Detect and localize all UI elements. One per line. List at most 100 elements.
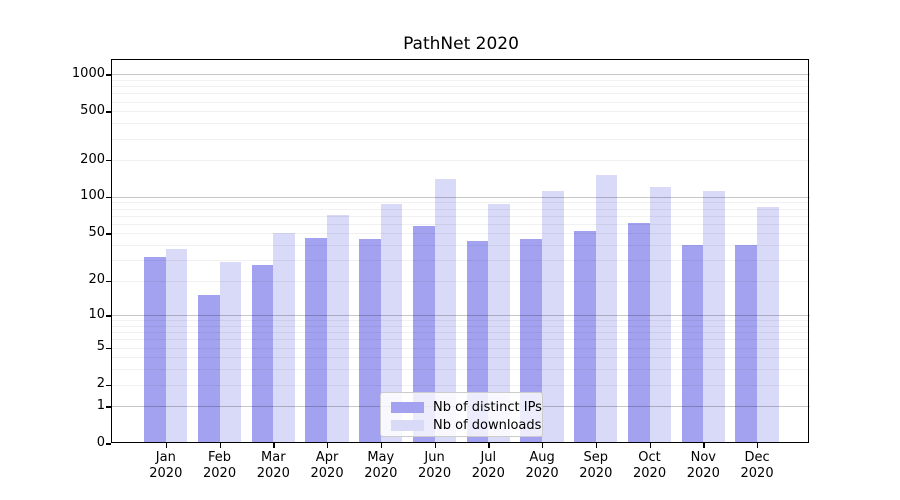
y-tick-1000: [106, 74, 111, 76]
gridline-minor-700: [112, 93, 810, 95]
y-tick-5: [106, 347, 111, 349]
bar-distinct-ips-nov: [681, 244, 704, 444]
gridline-minor-8: [112, 325, 810, 327]
y-tick-label-10: 10: [88, 306, 105, 322]
y-tick-label-1: 1: [96, 397, 105, 413]
x-tick-label-mar: Mar 2020: [256, 450, 290, 482]
y-tick-label-5: 5: [96, 339, 105, 355]
bar-downloads-sep: [595, 175, 618, 444]
x-tick-apr: [327, 443, 329, 449]
gridline-minor-30: [112, 259, 810, 261]
bar-downloads-jul: [488, 204, 510, 444]
y-tick-label-50: 50: [88, 224, 105, 240]
y-tick-10: [106, 315, 111, 317]
x-tick-feb: [219, 443, 221, 449]
y-tick-200: [106, 160, 111, 162]
y-tick-2: [106, 384, 111, 386]
bar-distinct-ips-apr: [305, 237, 328, 444]
bar-distinct-ips-jun: [412, 226, 435, 444]
bar-distinct-ips-oct: [627, 222, 650, 444]
x-tick-jul: [488, 443, 490, 449]
gridline-major-10: [112, 315, 810, 317]
x-tick-label-oct: Oct 2020: [633, 450, 667, 482]
gridline-minor-40: [112, 244, 810, 246]
y-tick-20: [106, 280, 111, 283]
legend-entry-distinct-ips: Nb of distinct IPs: [391, 399, 542, 416]
bar-distinct-ips-sep: [574, 231, 596, 444]
gridline-minor-3: [112, 369, 810, 371]
x-tick-label-may: May 2020: [364, 450, 398, 482]
x-tick-label-jun: Jun 2020: [418, 450, 452, 482]
x-tick-nov: [703, 443, 705, 449]
legend-swatch-distinct-ips: [391, 402, 424, 413]
x-tick-dec: [757, 443, 759, 449]
chart-title: PathNet 2020: [403, 34, 519, 54]
gridline-minor-50: [112, 233, 810, 235]
bar-downloads-oct: [649, 186, 672, 444]
gridline-minor-400: [112, 123, 810, 125]
x-tick-may: [380, 443, 383, 449]
x-tick-label-feb: Feb 2020: [203, 450, 237, 482]
gridline-minor-500: [112, 111, 810, 113]
y-tick-label-200: 200: [80, 151, 105, 167]
y-tick-100: [106, 196, 111, 199]
bar-distinct-ips-mar: [251, 265, 274, 444]
bar-distinct-ips-dec: [735, 244, 758, 444]
y-tick-50: [106, 233, 111, 235]
gridline-minor-800: [112, 86, 810, 88]
bar-downloads-may: [380, 204, 403, 444]
bar-distinct-ips-jan: [144, 256, 166, 444]
gridline-minor-7: [112, 332, 810, 334]
legend-swatch-downloads: [391, 420, 424, 431]
gridline-major-100: [112, 196, 810, 198]
gridline-minor-300: [112, 138, 810, 140]
gridline-minor-90: [112, 202, 810, 204]
bar-distinct-ips-feb: [197, 295, 220, 444]
gridline-minor-900: [112, 79, 810, 81]
bar-downloads-mar: [273, 233, 295, 444]
y-tick-label-1000: 1000: [71, 65, 105, 81]
bar-downloads-aug: [542, 190, 564, 444]
y-tick-500: [106, 111, 111, 113]
bar-distinct-ips-may: [359, 238, 381, 444]
bar-downloads-feb: [219, 261, 242, 444]
y-tick-label-2: 2: [96, 376, 105, 392]
x-tick-label-apr: Apr 2020: [310, 450, 344, 482]
gridline-minor-20: [112, 280, 810, 282]
gridline-minor-60: [112, 223, 810, 225]
bar-downloads-dec: [757, 206, 779, 444]
gridline-minor-600: [112, 101, 810, 103]
bar-downloads-jan: [165, 249, 188, 444]
x-tick-label-dec: Dec 2020: [740, 450, 774, 482]
x-tick-mar: [273, 443, 275, 449]
x-tick-label-sep: Sep 2020: [579, 450, 613, 482]
gridline-minor-2: [112, 384, 810, 386]
y-tick-label-0: 0: [96, 434, 105, 450]
bar-downloads-jun: [434, 179, 457, 444]
gridline-minor-200: [112, 160, 810, 162]
gridline-minor-4: [112, 357, 810, 359]
gridline-minor-9: [112, 320, 810, 322]
x-tick-jan: [165, 443, 168, 449]
legend-label-distinct-ips: Nb of distinct IPs: [433, 400, 542, 415]
bar-downloads-apr: [327, 214, 349, 444]
y-tick-label-100: 100: [80, 188, 105, 204]
x-tick-label-aug: Aug 2020: [525, 450, 559, 482]
gridline-major-1000: [112, 74, 810, 76]
gridline-minor-70: [112, 215, 810, 217]
legend-entry-downloads: Nb of downloads: [391, 417, 541, 434]
y-tick-0: [106, 443, 111, 445]
x-tick-aug: [542, 443, 544, 449]
legend: Nb of distinct IPs Nb of downloads: [380, 392, 543, 437]
gridline-minor-80: [112, 208, 810, 210]
x-tick-label-nov: Nov 2020: [686, 450, 720, 482]
x-tick-label-jan: Jan 2020: [149, 450, 183, 482]
x-tick-sep: [595, 443, 598, 449]
bar-downloads-nov: [703, 190, 725, 444]
x-tick-oct: [649, 443, 651, 449]
legend-label-downloads: Nb of downloads: [433, 418, 542, 433]
x-tick-label-jul: Jul 2020: [471, 450, 505, 482]
gridline-minor-6: [112, 339, 810, 341]
y-tick-label-500: 500: [80, 102, 105, 118]
